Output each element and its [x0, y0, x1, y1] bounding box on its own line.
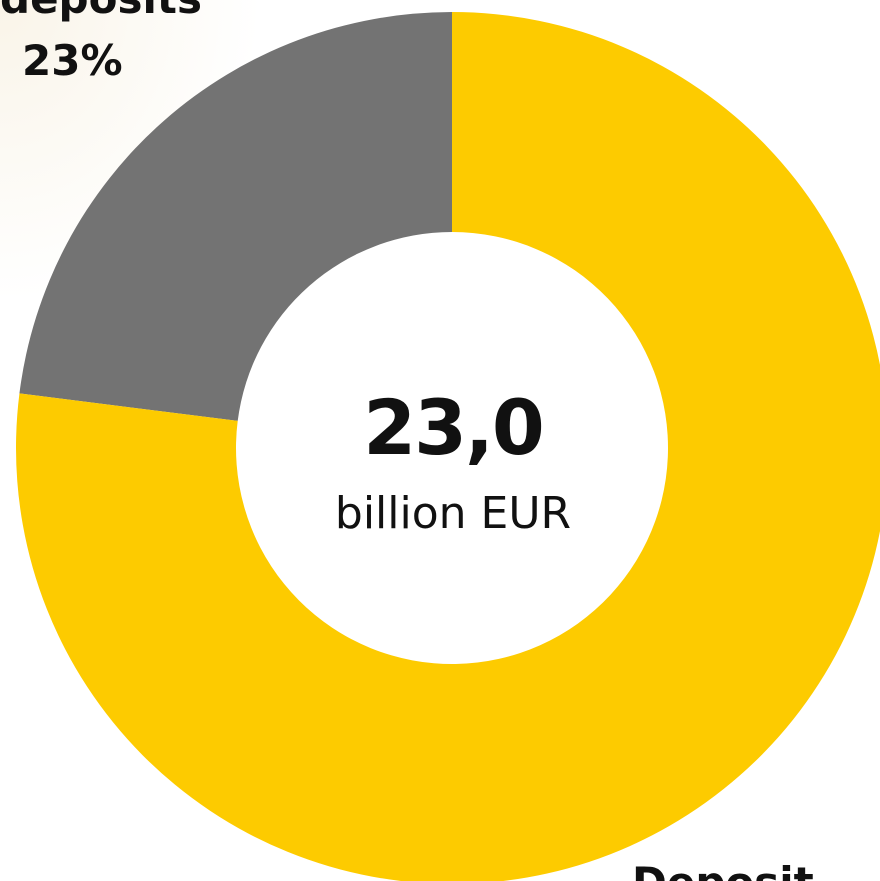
center-total-unit: billion EUR: [334, 488, 572, 539]
slice-label-deposits-percent: 23%: [22, 36, 123, 85]
slice-label-deposits-name: deposits: [0, 0, 202, 20]
slice-deposit: [16, 12, 880, 881]
slice-deposits: [19, 12, 453, 421]
center-total-value: 23,0: [363, 383, 545, 472]
slice-label-deposit-name: Deposit: [632, 862, 814, 881]
